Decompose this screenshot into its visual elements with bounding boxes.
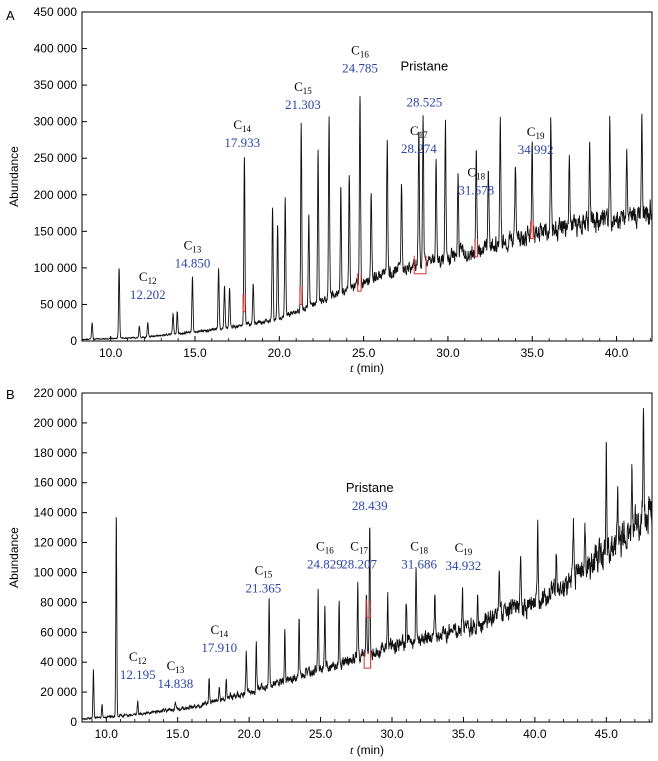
y-tick-label: 50 000 xyxy=(40,297,77,311)
y-tick-label: 80 000 xyxy=(40,595,77,609)
y-tick-label: 160 000 xyxy=(34,476,78,490)
y-tick-label: 400 000 xyxy=(34,42,78,56)
integration-mark xyxy=(363,650,372,669)
retention-time-label: 28.274 xyxy=(401,141,437,156)
peak-name-label: C17 xyxy=(410,123,428,140)
x-tick-label: 15.0 xyxy=(166,727,190,741)
peak-name-label: C12 xyxy=(129,649,147,666)
x-tick-label: 25.0 xyxy=(352,346,376,360)
signal-trace xyxy=(81,95,653,341)
y-tick-label: 450 000 xyxy=(34,5,78,19)
y-tick-label: 100 000 xyxy=(34,261,78,275)
retention-time-label: 17.933 xyxy=(224,135,260,150)
peak-name-label: C13 xyxy=(167,658,185,675)
chart-panel-A: 0 50 000 100 000 150 000 200 000 250 000 300 0… xyxy=(6,5,653,375)
y-axis-label: Abundance xyxy=(7,527,21,588)
peak-name-label: C15 xyxy=(255,562,273,579)
x-tick-label: 35.0 xyxy=(521,346,545,360)
peak-name-label: C16 xyxy=(351,42,369,59)
x-tick-label: 35.0 xyxy=(452,727,476,741)
y-tick-label: 200 000 xyxy=(34,416,78,430)
y-tick-label: 0 xyxy=(70,334,77,348)
x-axis-label: t (min) xyxy=(350,743,384,757)
retention-time-label: 21.365 xyxy=(246,580,282,595)
integration-mark xyxy=(413,255,427,275)
x-tick-label: 30.0 xyxy=(380,727,404,741)
peak-name-label: C12 xyxy=(139,269,157,286)
retention-time-label: 28.207 xyxy=(341,556,377,571)
peak-name-label: C19 xyxy=(455,540,473,557)
integration-mark xyxy=(474,238,478,258)
peak-name-label: C18 xyxy=(410,538,428,555)
retention-time-label: 31.678 xyxy=(458,182,494,197)
plot-frame xyxy=(81,392,653,723)
plot-frame xyxy=(81,11,653,342)
peak-name-label: C16 xyxy=(316,538,334,555)
integration-mark xyxy=(299,286,303,305)
integration-mark xyxy=(357,273,362,292)
retention-time-label: 34.932 xyxy=(446,558,482,573)
peak-name-label: C18 xyxy=(467,164,485,181)
y-tick-label: 180 000 xyxy=(34,446,78,460)
y-tick-label: 100 000 xyxy=(34,565,78,579)
x-tick-label: 15.0 xyxy=(183,346,207,360)
y-tick-label: 220 000 xyxy=(34,386,78,400)
panel-label: B xyxy=(6,387,15,402)
y-tick-label: 20 000 xyxy=(40,685,77,699)
x-tick-label: 30.0 xyxy=(436,346,460,360)
y-tick-label: 350 000 xyxy=(34,78,78,92)
peak-name-label: Pristane xyxy=(346,480,394,495)
y-tick-label: 120 000 xyxy=(34,536,78,550)
x-tick-label: 20.0 xyxy=(268,346,292,360)
x-tick-label: 10.0 xyxy=(95,727,119,741)
x-tick-label: 40.0 xyxy=(605,346,629,360)
y-tick-label: 140 000 xyxy=(34,506,78,520)
peak-name-label: C17 xyxy=(350,538,368,555)
retention-time-label: 14.838 xyxy=(158,676,194,691)
y-tick-label: 300 000 xyxy=(34,115,78,129)
peak-name-label: C14 xyxy=(210,622,228,639)
y-tick-label: 40 000 xyxy=(40,655,77,669)
retention-time-label: 34.992 xyxy=(518,142,554,157)
peak-name-label: Pristane xyxy=(400,58,448,73)
integration-mark xyxy=(365,599,372,618)
integration-mark xyxy=(242,293,246,313)
peak-name-label: C15 xyxy=(294,79,312,96)
retention-time-label: 12.195 xyxy=(120,667,156,682)
retention-time-label: 24.829 xyxy=(307,556,343,571)
x-tick-label: 45.0 xyxy=(595,727,619,741)
peak-name-label: C14 xyxy=(233,117,251,134)
y-tick-label: 0 xyxy=(70,715,77,729)
y-tick-label: 250 000 xyxy=(34,151,78,165)
y-axis-label: Abundance xyxy=(7,146,21,207)
y-tick-label: 200 000 xyxy=(34,188,78,202)
retention-time-label: 21.303 xyxy=(285,97,321,112)
retention-time-label: 12.202 xyxy=(130,287,166,302)
x-tick-label: 25.0 xyxy=(309,727,333,741)
x-tick-label: 40.0 xyxy=(523,727,547,741)
y-tick-label: 150 000 xyxy=(34,224,78,238)
retention-time-label: 28.525 xyxy=(406,95,442,110)
retention-time-label: 24.785 xyxy=(342,60,378,75)
peak-name-label: C19 xyxy=(527,124,545,141)
integration-mark xyxy=(530,220,534,240)
x-axis-label: t (min) xyxy=(350,361,384,375)
panel-label: A xyxy=(6,8,15,23)
x-tick-label: 20.0 xyxy=(237,727,261,741)
retention-time-label: 17.910 xyxy=(201,640,237,655)
retention-time-label: 28.439 xyxy=(352,498,388,513)
chart-panel-B: 0 20 000 40 000 60 000 80 000 100 000 120 000 1… xyxy=(6,386,653,757)
x-tick-label: 10.0 xyxy=(99,346,123,360)
y-tick-label: 60 000 xyxy=(40,625,77,639)
peak-name-label: C13 xyxy=(184,238,202,255)
signal-trace xyxy=(82,408,653,721)
retention-time-label: 31.686 xyxy=(401,556,437,571)
retention-time-label: 14.850 xyxy=(175,256,211,271)
